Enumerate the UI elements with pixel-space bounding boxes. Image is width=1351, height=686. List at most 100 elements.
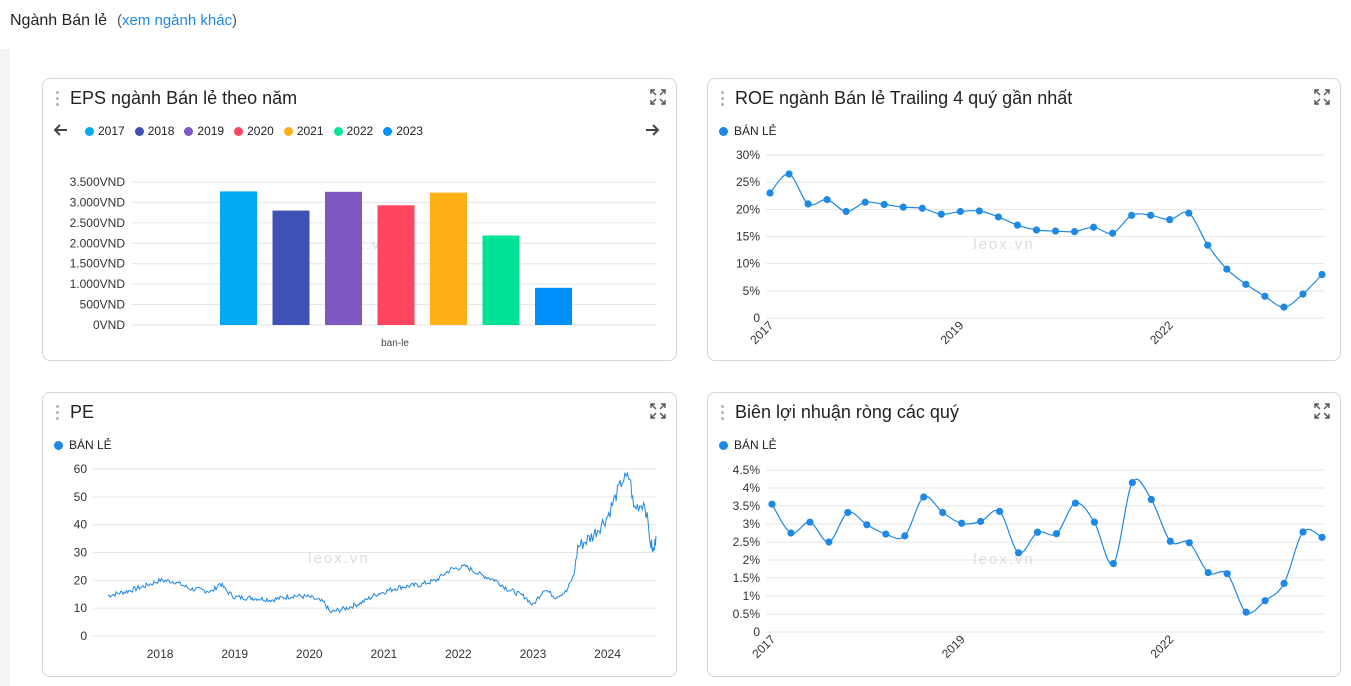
margin-ytick-label: 0	[753, 625, 760, 639]
roe-card: ROE ngành Bán lẻ Trailing 4 quý gần nhất…	[707, 78, 1341, 361]
eps-legend: 2017 2018 2019 2020 2021 2022 2023	[85, 124, 427, 138]
drag-handle-icon[interactable]	[720, 91, 726, 109]
roe-point	[975, 207, 983, 215]
margin-point	[995, 507, 1004, 515]
margin-xtick-label: 2019	[939, 632, 968, 661]
margin-card-title: Biên lợi nhuận ròng các quý	[735, 402, 959, 422]
eps-bar-2018	[272, 210, 310, 325]
roe-point	[1032, 226, 1041, 234]
legend-item-2017[interactable]: 2017	[85, 124, 125, 138]
margin-ytick-label: 2%	[743, 553, 761, 567]
arrow-right-icon[interactable]	[644, 122, 660, 138]
legend-item-2020[interactable]: 2020	[234, 124, 274, 138]
roe-legend-label: BÁN LẺ	[734, 124, 777, 138]
margin-point	[1280, 579, 1288, 587]
margin-ytick-label: 1.5%	[733, 571, 761, 585]
roe-point	[861, 198, 869, 206]
roe-point	[1223, 265, 1231, 273]
margin-point	[901, 532, 909, 540]
roe-point	[1242, 280, 1250, 288]
roe-point	[937, 210, 945, 218]
pe-ytick-label: 0	[80, 629, 87, 643]
industry-title: Ngành Bán lẻ	[10, 12, 107, 29]
page-header: Ngành Bán lẻ (xem ngành khác)	[10, 12, 237, 30]
margin-ytick-label: 3%	[743, 517, 761, 531]
paren-close: )	[232, 12, 238, 29]
pe-card: PE BÁN LẺ 0 10 20 30 40 50 60 leox.vn 2018 2019 20…	[42, 392, 677, 677]
pe-xtick-label: 2023	[520, 647, 547, 661]
roe-ytick-label: 25%	[736, 175, 760, 189]
legend-dot	[85, 126, 94, 136]
roe-point	[880, 200, 888, 209]
arrow-left-icon[interactable]	[53, 122, 69, 138]
roe-point	[1185, 209, 1193, 217]
watermark: leox.vn	[973, 236, 1035, 253]
pe-legend[interactable]: BÁN LẺ	[54, 438, 112, 452]
roe-point	[804, 200, 812, 208]
roe-point	[1204, 241, 1212, 249]
roe-point	[918, 204, 926, 212]
roe-legend[interactable]: BÁN LẺ	[719, 124, 777, 138]
expand-icon[interactable]	[650, 89, 666, 105]
margin-ytick-label: 4.5%	[733, 463, 761, 477]
roe-point	[1147, 211, 1155, 219]
drag-handle-icon[interactable]	[55, 405, 61, 423]
pe-xtick-label: 2022	[445, 647, 472, 661]
roe-point	[1166, 216, 1174, 224]
pe-ytick-label: 40	[74, 518, 88, 532]
legend-dot	[54, 440, 63, 450]
margin-chart: 00.5%1%1.5%2%2.5%3%3.5%4%4.5%leox.vn2017…	[733, 463, 1326, 661]
eps-bar-2023	[535, 287, 572, 325]
legend-dot	[719, 440, 728, 450]
margin-legend[interactable]: BÁN LẺ	[719, 438, 777, 452]
pe-series-line	[107, 471, 657, 614]
legend-dot	[383, 126, 393, 136]
margin-point	[1318, 533, 1326, 541]
roe-ytick-label: 15%	[736, 230, 760, 244]
eps-bar-2017	[220, 191, 257, 325]
margin-legend-label: BÁN LẺ	[734, 438, 777, 452]
eps-ytick-label: 3.000VND	[70, 195, 126, 209]
legend-item-2023[interactable]: 2023	[383, 124, 423, 138]
pe-chart: 0 10 20 30 40 50 60 leox.vn 2018 2019 2020 2021 2022…	[74, 462, 657, 661]
legend-item-2018[interactable]: 2018	[134, 124, 174, 138]
other-industry-wrapper: (xem ngành khác)	[117, 12, 237, 29]
expand-icon[interactable]	[1314, 89, 1330, 105]
margin-ytick-label: 2.5%	[733, 535, 761, 549]
drag-handle-icon[interactable]	[55, 91, 61, 109]
roe-point	[766, 189, 774, 197]
eps-card: EPS ngành Bán lẻ theo năm 2017 2018 2019 20…	[42, 78, 677, 361]
eps-bar-2019	[325, 191, 362, 325]
watermark: leox.vn	[973, 551, 1035, 568]
margin-point	[1071, 499, 1080, 507]
margin-point	[1261, 597, 1269, 605]
margin-point	[1223, 570, 1231, 578]
margin-point	[1242, 608, 1250, 616]
roe-point	[785, 170, 793, 178]
pe-xtick-label: 2018	[147, 647, 174, 661]
margin-point	[825, 538, 833, 546]
roe-ytick-label: 5%	[743, 284, 761, 298]
pe-xtick-label: 2020	[296, 647, 323, 661]
legend-item-2021[interactable]: 2021	[283, 124, 324, 138]
eps-ytick-label: 2.000VND	[70, 236, 126, 250]
roe-ytick-label: 10%	[736, 257, 760, 271]
drag-handle-icon[interactable]	[720, 405, 726, 423]
expand-icon[interactable]	[650, 403, 666, 419]
roe-point	[1013, 221, 1022, 229]
eps-card-title: EPS ngành Bán lẻ theo năm	[70, 88, 298, 108]
legend-label: 2022	[346, 124, 374, 138]
legend-dot	[283, 126, 293, 136]
eps-ytick-label: 0VND	[93, 318, 125, 332]
expand-icon[interactable]	[1314, 403, 1330, 419]
roe-point	[1070, 228, 1079, 236]
eps-ytick-label: 1.000VND	[70, 277, 126, 291]
legend-item-2019[interactable]: 2019	[184, 124, 224, 138]
margin-point	[806, 518, 814, 526]
margin-ytick-label: 1%	[743, 589, 761, 603]
roe-xtick-label: 2019	[938, 318, 967, 347]
other-industry-link[interactable]: xem ngành khác	[121, 12, 233, 29]
margin-point	[1185, 539, 1193, 547]
legend-item-2022[interactable]: 2022	[333, 124, 374, 138]
eps-ytick-label: 2.500VND	[70, 216, 126, 230]
